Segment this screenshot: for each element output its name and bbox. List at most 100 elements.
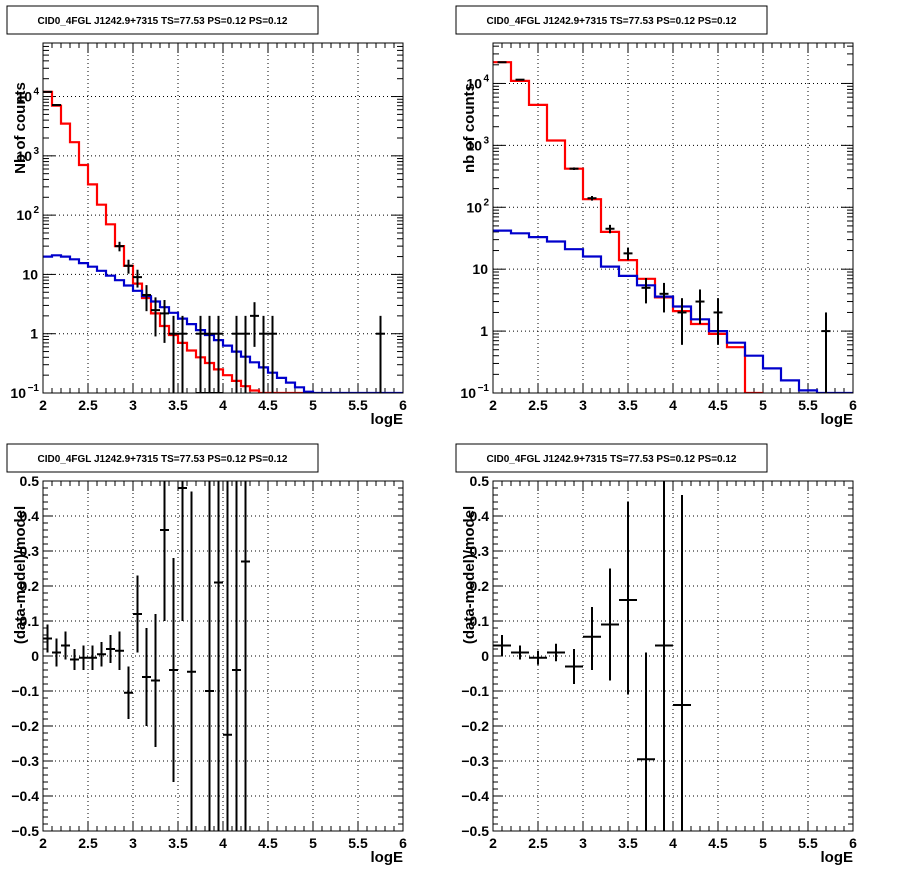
data-point [529,650,547,665]
data-point [178,315,187,393]
x-tick-label: 5.5 [798,835,818,851]
data-point [79,645,88,670]
data-point [232,481,241,831]
y-tick-label: 0.5 [20,473,40,489]
data-point [268,315,277,393]
data-point [205,481,214,831]
data-point [821,312,831,393]
y-tick-label: −0.2 [11,718,39,734]
y-tick-exponent: 2 [33,205,39,216]
data-layer [43,90,403,393]
data-point [115,241,124,252]
x-axis-label: logE [371,849,404,866]
x-tick-label: 6 [399,397,407,413]
y-tick-label: 10 [472,261,488,277]
data-point [88,645,97,670]
x-tick-label: 4.5 [708,397,728,413]
y-tick-label: −0.1 [11,683,39,699]
data-point [106,635,115,663]
x-axis-label: logE [371,411,404,428]
x-tick-label: 4 [219,835,227,851]
data-layer [493,481,691,831]
data-point [115,631,124,670]
x-tick-label: 3 [579,397,587,413]
data-point [511,645,529,660]
y-tick-label: 10 [460,385,476,401]
y-axis-label: (data-model)/model [12,506,29,644]
y-tick-label: 0.1 [20,613,40,629]
data-point [241,481,250,831]
data-point [187,491,196,831]
data-point [169,558,178,782]
x-tick-label: 4.5 [258,397,278,413]
x-tick-label: 3 [129,835,137,851]
data-point [178,481,187,621]
chart-title: CID0_4FGL J1242.9+7315 TS=77.53 PS=0.12 … [38,454,288,465]
y-axis-label: nb of counts [461,83,478,173]
x-tick-label: 2 [39,397,47,413]
y-axis-label: Nb of counts [12,82,29,174]
y-tick-label: 0.5 [470,473,490,489]
y-tick-label: 0 [31,648,39,664]
data-point [52,104,61,107]
y-tick-label: 0.2 [470,578,490,594]
chart-title-box [6,5,319,35]
x-tick-label: 2.5 [528,397,548,413]
x-tick-label: 3 [579,835,587,851]
y-tick-label: −0.3 [461,753,489,769]
chart-panel-3: 2 2.5 3 3.5 4 4.5 5 5.5 6 −0.5 −0.4 −0.3 −0.2 −0.1 0 0.… [6,443,407,866]
data-layer [43,481,250,831]
y-tick-label: 0.4 [20,508,40,524]
y-tick-label: 10 [22,266,38,282]
y-tick-label: 0.3 [20,543,40,559]
x-tick-label: 3 [129,397,137,413]
data-point [205,315,214,393]
y-tick-label: 10 [10,385,26,401]
data-point [169,315,178,393]
data-point [151,297,160,337]
x-tick-label: 4.5 [708,835,728,851]
y-axis-label: (data-model)/model [461,506,478,644]
series-2-histogram [43,254,403,393]
data-point [151,614,160,747]
y-tick-exponent: 2 [483,197,489,208]
y-tick-exponent: −1 [478,383,490,394]
x-tick-label: 3.5 [168,835,188,851]
data-point [619,502,637,695]
x-tick-label: 2 [489,835,497,851]
x-tick-label: 4.5 [258,835,278,851]
data-point [605,224,615,234]
y-tick-exponent: 3 [483,135,489,146]
data-layer [493,61,853,393]
chart-title: CID0_4FGL J1242.9+7315 TS=77.53 PS=0.12 … [38,16,288,27]
y-tick-label: −0.3 [11,753,39,769]
data-point [677,298,687,345]
data-point [196,315,205,393]
data-point [250,302,259,347]
y-tick-label: 10 [16,148,32,164]
x-tick-label: 5 [759,397,767,413]
data-point [124,666,133,719]
y-tick-label: −0.2 [461,718,489,734]
y-tick-label: 0.2 [20,578,40,594]
x-axis-label: logE [821,411,854,428]
chart-title: CID0_4FGL J1242.9+7315 TS=77.53 PS=0.12 … [487,454,737,465]
data-point [623,247,633,261]
x-tick-label: 6 [399,835,407,851]
y-tick-label: 0.3 [470,543,490,559]
y-tick-label: 1 [30,326,38,342]
data-point [133,269,142,288]
y-tick-exponent: 3 [33,146,39,157]
data-point [569,167,579,170]
x-tick-label: 2.5 [78,835,98,851]
plot-frame [492,480,854,832]
x-tick-label: 5.5 [798,397,818,413]
y-tick-exponent: 4 [33,87,39,98]
x-tick-label: 2 [489,397,497,413]
chart-title-box [455,443,768,473]
x-tick-label: 5.5 [348,835,368,851]
y-tick-label: 0.1 [470,613,490,629]
y-tick-label: −0.1 [461,683,489,699]
x-tick-label: 4 [669,835,677,851]
